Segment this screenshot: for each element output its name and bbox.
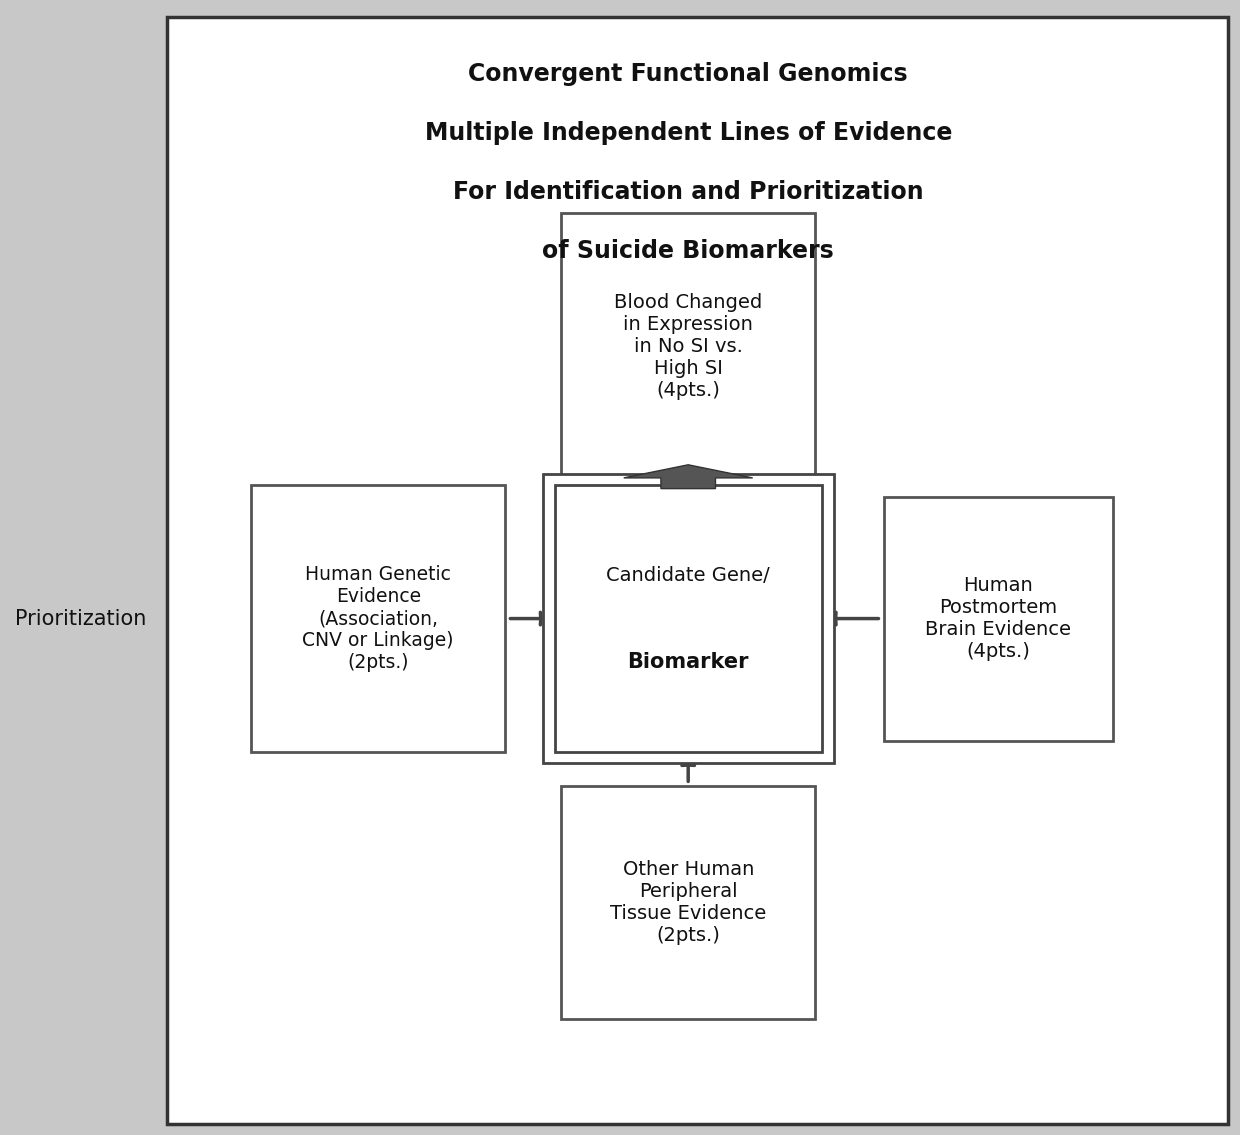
Text: Other Human
Peripheral
Tissue Evidence
(2pts.): Other Human Peripheral Tissue Evidence (… [610,860,766,944]
Text: For Identification and Prioritization: For Identification and Prioritization [453,179,924,204]
Text: Biomarker: Biomarker [627,651,749,672]
FancyBboxPatch shape [543,474,835,763]
FancyBboxPatch shape [883,497,1112,740]
FancyBboxPatch shape [556,486,822,751]
Text: Prioritization: Prioritization [15,608,146,629]
Text: Human Genetic
Evidence
(Association,
CNV or Linkage)
(2pts.): Human Genetic Evidence (Association, CNV… [303,565,454,672]
FancyBboxPatch shape [250,486,506,751]
Polygon shape [624,465,753,488]
FancyBboxPatch shape [167,17,1228,1124]
Text: Blood Changed
in Expression
in No SI vs.
High SI
(4pts.): Blood Changed in Expression in No SI vs.… [614,293,763,400]
FancyBboxPatch shape [562,785,816,1019]
Text: Human
Postmortem
Brain Evidence
(4pts.): Human Postmortem Brain Evidence (4pts.) [925,577,1071,661]
Text: of Suicide Biomarkers: of Suicide Biomarkers [542,238,835,263]
Text: Candidate Gene/: Candidate Gene/ [606,566,770,585]
FancyBboxPatch shape [562,213,816,480]
Text: Convergent Functional Genomics: Convergent Functional Genomics [469,61,908,86]
Text: Multiple Independent Lines of Evidence: Multiple Independent Lines of Evidence [424,120,952,145]
